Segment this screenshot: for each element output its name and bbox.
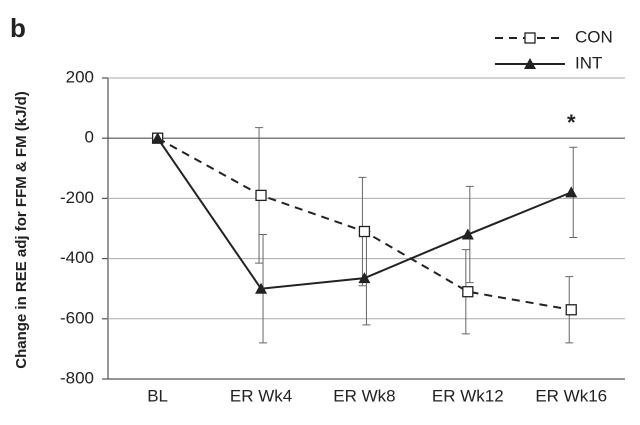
- y-tick-label: -400: [60, 248, 94, 267]
- legend-label: CON: [575, 27, 613, 46]
- series-line: [157, 137, 572, 311]
- y-axis-label: Change in REE adj for FFM & FM (kJ/d): [13, 91, 30, 369]
- marker: [462, 286, 474, 298]
- series-line: [156, 137, 572, 290]
- marker: [255, 189, 267, 202]
- x-tick-label: ER Wk4: [230, 386, 292, 405]
- marker: [358, 225, 371, 238]
- y-tick-label: 200: [66, 67, 94, 86]
- marker: [524, 58, 536, 69]
- marker: [461, 228, 474, 240]
- x-tick-label: ER Wk12: [432, 386, 504, 405]
- legend-label: INT: [575, 53, 602, 72]
- x-tick-label: ER Wk8: [333, 386, 395, 405]
- x-tick-label: BL: [147, 386, 168, 405]
- y-tick-label: -600: [60, 308, 94, 327]
- panel-label: b: [10, 13, 26, 43]
- y-tick-label: -200: [60, 188, 94, 207]
- annotation: *: [567, 110, 576, 135]
- marker: [565, 186, 578, 198]
- marker: [565, 304, 577, 316]
- marker: [255, 282, 268, 294]
- y-tick-label: -800: [60, 368, 94, 387]
- x-tick-label: ER Wk16: [535, 386, 607, 405]
- marker: [524, 32, 536, 44]
- marker: [151, 132, 164, 144]
- marker: [358, 272, 371, 284]
- y-tick-label: 0: [85, 128, 94, 147]
